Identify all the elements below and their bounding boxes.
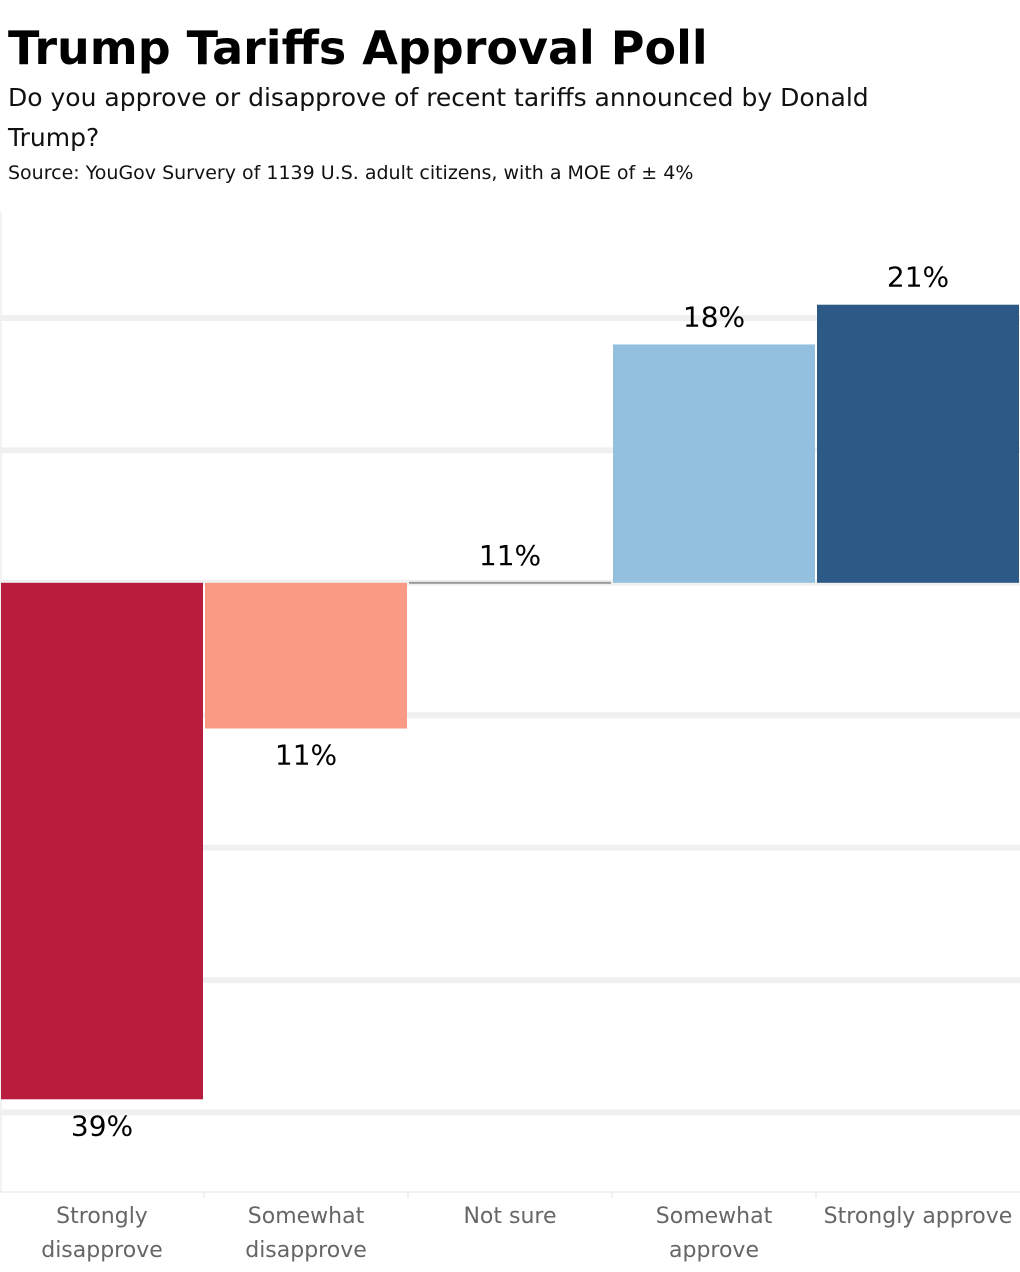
value-label: 39%	[71, 1109, 133, 1142]
header: Trump Tariffs Approval Poll Do you appro…	[8, 18, 938, 188]
value-label: 21%	[887, 261, 949, 294]
bar	[613, 344, 815, 583]
value-label: 11%	[275, 738, 337, 771]
x-tick-label: Somewhat disapprove	[245, 1204, 367, 1263]
x-tick-label: Somewhat approve	[655, 1204, 773, 1263]
x-tick-label: Strongly disapprove	[41, 1204, 163, 1263]
chart-title: Trump Tariffs Approval Poll	[8, 21, 708, 75]
bar	[409, 581, 611, 584]
value-label: 18%	[683, 300, 745, 333]
chart-source: Source: YouGov Survery of 1139 U.S. adul…	[8, 162, 694, 184]
x-tick-label: Strongly approve	[823, 1204, 1013, 1229]
bar	[205, 582, 407, 729]
bar	[1, 582, 203, 1100]
x-tick-label: Not sure	[463, 1204, 557, 1229]
bar	[817, 304, 1019, 583]
value-label: 11%	[479, 539, 541, 572]
chart-subtitle: Do you approve or disapprove of recent t…	[8, 83, 869, 152]
